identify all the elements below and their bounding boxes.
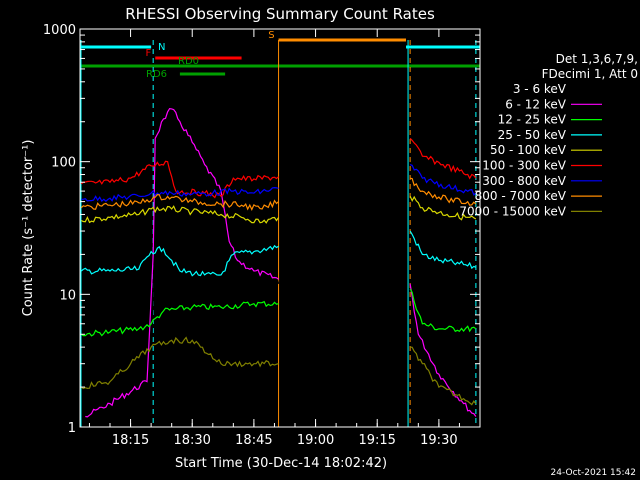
series-line-1	[85, 107, 477, 418]
series-lines	[80, 107, 477, 418]
y-tick-label-0: 1	[68, 421, 76, 436]
legend-header-line-1: Det 1,3,6,7,9,	[556, 52, 638, 66]
series-line-6	[81, 164, 477, 203]
x-tick-label-5: 19:30	[420, 433, 457, 448]
legend-label-5: 100 - 300 keV	[482, 159, 566, 173]
legend-label-7: 800 - 7000 keV	[475, 189, 567, 203]
observing-flags: N S F RD0 RD6	[80, 30, 480, 80]
legend-label-8: 7000 - 15000 keV	[459, 204, 566, 218]
legend-label-3: 25 - 50 keV	[498, 128, 567, 142]
legend-label-4: 50 - 100 keV	[490, 143, 567, 157]
plot-frame	[79, 28, 481, 428]
legend-label-0: 3 - 6 keV	[513, 82, 567, 96]
x-tick-label-1: 18:30	[173, 433, 210, 448]
legend-header-line-2: FDecimi 1, Att 0	[542, 67, 638, 81]
y-axis-label: Count Rate (s⁻¹ detector⁻¹)	[21, 140, 36, 317]
legend: Det 1,3,6,7,9, FDecimi 1, Att 0 3 - 6 ke…	[459, 52, 638, 218]
timestamp: 24-Oct-2021 15:42	[551, 468, 636, 478]
flag-label-f: F	[145, 48, 151, 59]
y-tick-label-2: 100	[51, 156, 76, 171]
y-tick-label-1: 10	[59, 288, 76, 303]
series-line-8	[80, 336, 477, 406]
legend-label-6: 300 - 800 keV	[482, 174, 566, 188]
y-axis-ticks: 1 10 100 1000	[43, 23, 480, 436]
series-line-4	[80, 195, 477, 224]
x-tick-label-0: 18:15	[112, 433, 149, 448]
vertical-markers	[80, 40, 477, 427]
series-line-7	[80, 177, 477, 211]
flag-label-rd0: RD0	[178, 56, 199, 67]
y-tick-label-3: 1000	[43, 23, 76, 38]
legend-label-2: 12 - 25 keV	[498, 113, 567, 127]
flag-label-s: S	[268, 30, 274, 41]
x-axis-ticks: 18:15 18:30 18:45 19:00 19:15 19:30	[88, 29, 481, 448]
series-line-2	[80, 288, 477, 337]
series-line-5	[80, 137, 477, 199]
legend-label-1: 6 - 12 keV	[505, 97, 567, 111]
x-axis-label: Start Time (30-Dec-14 18:02:42)	[175, 456, 387, 471]
x-tick-label-3: 19:00	[297, 433, 334, 448]
flag-label-n: N	[158, 42, 165, 53]
x-tick-label-2: 18:45	[235, 433, 272, 448]
series-line-3	[80, 230, 477, 277]
flag-label-rd6: RD6	[146, 69, 167, 80]
x-tick-label-4: 19:15	[358, 433, 395, 448]
chart-title: RHESSI Observing Summary Count Rates	[125, 5, 435, 23]
